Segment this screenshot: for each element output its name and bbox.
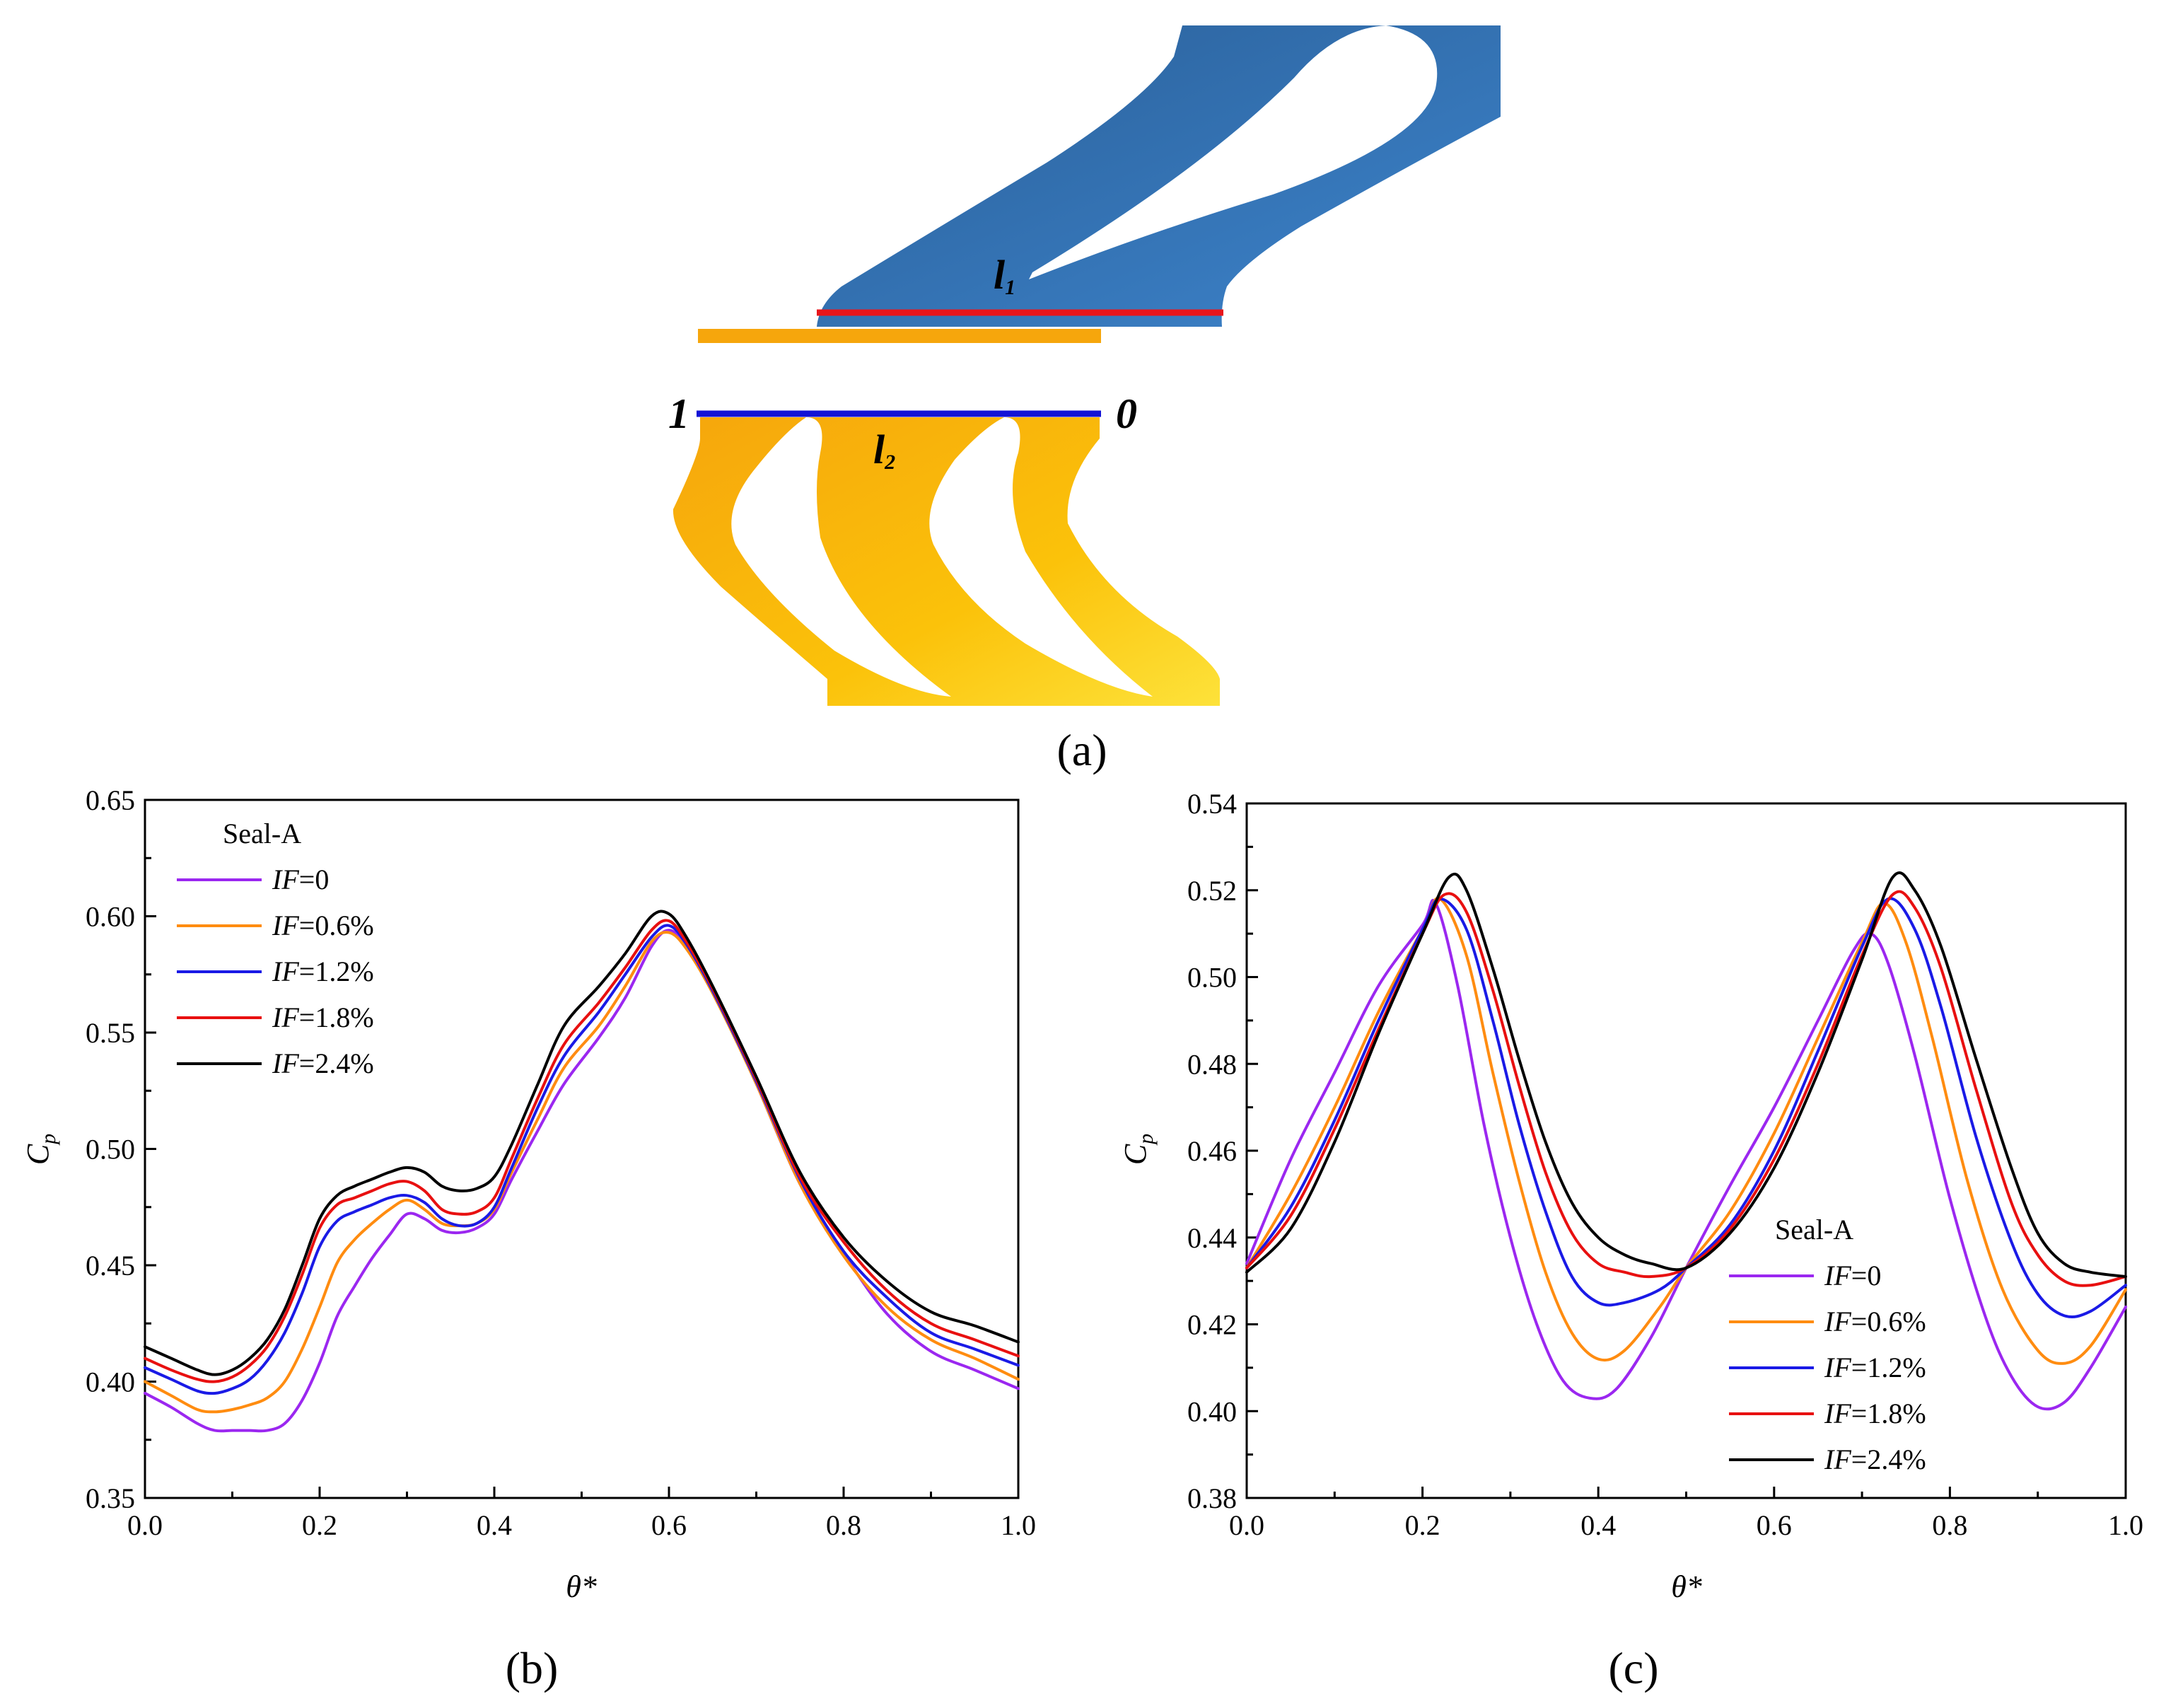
upper-blade-gap [1029,25,1438,279]
chart-c-legend-title: Seal-A [1775,1214,1853,1245]
chart-b-ytick-label: 0.50 [86,1134,135,1166]
chart-b-ytick-label: 0.45 [86,1250,135,1282]
chart-b-xtick-label: 0.4 [477,1509,512,1541]
chart-c-legend: Seal-A IF=0 IF=0.6% IF=1.2% IF=1.8% IF=2.4% [1729,1214,1926,1475]
label-l2: l2 [873,426,895,474]
chart-c-xtick-label: 0.8 [1932,1509,1967,1541]
chart-b-xtick-label: 0.2 [302,1509,337,1541]
chart-b-series-group [144,910,1020,1433]
lower-blade-gap-1 [731,417,951,697]
chart-b-xtick-label: 1.0 [1001,1509,1036,1541]
chart-c-legend-label-0: IF=0 [1824,1260,1881,1291]
chart-c-xtick-label: 0.4 [1580,1509,1616,1541]
chart-c-ytick-label: 0.40 [1187,1395,1237,1427]
chart-b-xtick-label: 0.6 [651,1509,687,1541]
chart-c-ytick-label: 0.38 [1187,1482,1237,1514]
chart-c: 0.0 0.2 0.4 0.6 0.8 1.0 0.38 0.40 0.42 0.44 0.46 0.… [1118,788,2143,1693]
chart-c-ytick-label: 0.52 [1187,875,1237,907]
chart-b-ytick-label: 0.65 [86,784,135,816]
chart-b-legend-title: Seal-A [223,818,301,849]
chart-c-ticks: 0.0 0.2 0.4 0.6 0.8 1.0 0.38 0.40 0.42 0.44 0.46 0.… [1187,788,2143,1541]
chart-b-xlabel: θ* [566,1569,597,1604]
chart-c-ytick-label: 0.42 [1187,1309,1237,1341]
chart-c-series-line-4 [1245,871,2127,1278]
chart-c-legend-label-4: IF=2.4% [1824,1443,1926,1475]
chart-b-legend-label-0: IF=0 [272,864,329,895]
panel-label-c: (c) [1608,1643,1658,1693]
chart-b-ylabel: Cp [21,1134,60,1165]
chart-c-series-line-2 [1245,897,2127,1318]
chart-c-xtick-label: 1.0 [2108,1509,2143,1541]
chart-b-legend-label-2: IF=1.2% [272,955,374,987]
chart-c-ytick-label: 0.50 [1187,962,1237,994]
chart-c-legend-label-2: IF=1.2% [1824,1352,1926,1383]
chart-b-ytick-label: 0.35 [86,1482,135,1514]
chart-c-legend-label-3: IF=1.8% [1824,1398,1926,1429]
panel-label-a: (a) [1056,725,1107,775]
lower-blade-gap-2 [929,417,1153,697]
chart-b-plot-frame [144,798,1020,1499]
chart-c-xtick-label: 0.0 [1229,1509,1264,1541]
chart-b-ticks: 0.0 0.2 0.4 0.6 0.8 1.0 0.35 0.40 0.45 0.50 0.55 0.… [86,784,1036,1541]
panel-a-schematic: l1 l2 1 0 (a) [668,25,1501,775]
chart-b-series-line-3 [144,919,1020,1383]
chart-b-legend-label-3: IF=1.8% [272,1001,374,1033]
chart-b-xtick-label: 0.0 [127,1509,163,1541]
chart-c-xtick-label: 0.6 [1757,1509,1792,1541]
upper-gold-strip [698,329,1101,343]
chart-c-series-group [1245,871,2127,1411]
chart-b-series-line-2 [144,924,1020,1395]
chart-c-ytick-label: 0.48 [1187,1048,1237,1080]
chart-c-xlabel: θ* [1671,1569,1702,1604]
chart-b-legend-label-4: IF=2.4% [272,1047,374,1079]
chart-b-ytick-label: 0.40 [86,1366,135,1398]
label-end-right: 0 [1116,390,1137,437]
chart-c-series-line-1 [1245,897,2127,1365]
panel-label-b: (b) [506,1643,559,1693]
chart-b-series-line-4 [144,910,1020,1376]
chart-c-ytick-label: 0.44 [1187,1222,1237,1254]
chart-b-ytick-label: 0.60 [86,901,135,933]
chart-c-series-line-3 [1245,890,2127,1287]
chart-b: 0.0 0.2 0.4 0.6 0.8 1.0 0.35 0.40 0.45 0.50 0.55 0.… [21,784,1036,1693]
chart-c-xtick-label: 0.2 [1405,1509,1440,1541]
chart-b-xtick-label: 0.8 [826,1509,861,1541]
chart-c-ylabel: Cp [1118,1134,1158,1165]
chart-c-legend-label-1: IF=0.6% [1824,1306,1926,1337]
chart-c-ytick-label: 0.54 [1187,788,1237,820]
chart-b-legend: Seal-A IF=0 IF=0.6% IF=1.2% IF=1.8% IF=2.4% [177,818,374,1079]
chart-b-legend-label-1: IF=0.6% [272,910,374,941]
chart-b-ytick-label: 0.55 [86,1017,135,1049]
label-l1: l1 [994,252,1015,299]
chart-c-series-line-0 [1245,899,2127,1411]
label-end-left: 1 [668,390,689,437]
chart-c-ytick-label: 0.46 [1187,1135,1237,1167]
